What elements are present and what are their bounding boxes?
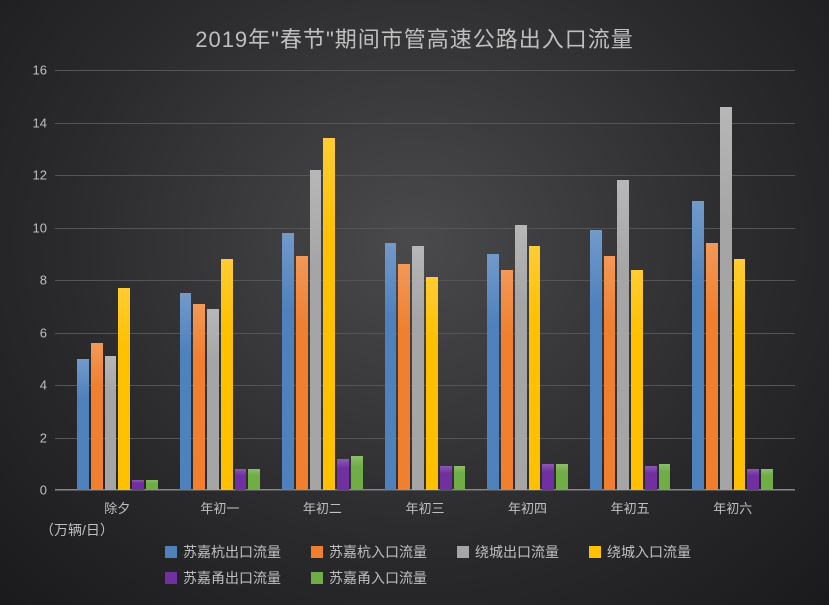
bar: [221, 259, 233, 490]
xtick-label: 年初四: [508, 498, 547, 517]
xtick-label: 年初五: [611, 498, 650, 517]
bar: [590, 230, 602, 490]
gridline: [55, 490, 795, 491]
ytick-label: 10: [33, 220, 47, 235]
gridline: [55, 385, 795, 386]
legend-item: 苏嘉甬出口流量: [165, 568, 281, 588]
legend-item: 绕城出口流量: [457, 542, 559, 562]
xtick-label: 年初二: [303, 498, 342, 517]
legend: 苏嘉杭出口流量 苏嘉杭入口流量 绕城出口流量 绕城入口流量苏嘉甬出口流量 苏嘉甬入口流量: [165, 542, 725, 588]
ytick-label: 12: [33, 168, 47, 183]
bar: [77, 359, 89, 490]
ytick-label: 0: [40, 483, 47, 498]
bar: [720, 107, 732, 490]
legend-swatch: [165, 546, 177, 558]
bar: [235, 469, 247, 490]
gridline: [55, 438, 795, 439]
gridline: [55, 123, 795, 124]
gridline: [55, 333, 795, 334]
bar: [146, 480, 158, 491]
legend-item: 苏嘉杭入口流量: [311, 542, 427, 562]
bar: [385, 243, 397, 490]
xtick-label: 年初一: [200, 498, 239, 517]
legend-label: 苏嘉杭入口流量: [329, 542, 427, 562]
bar: [282, 233, 294, 490]
bar: [542, 464, 554, 490]
legend-item: 苏嘉杭出口流量: [165, 542, 281, 562]
bar: [454, 466, 466, 490]
plot-area: 0246810121416除夕年初一年初二年初三年初四年初五年初六: [55, 70, 795, 490]
chart-title: 2019年"春节"期间市管高速公路出入口流量: [0, 22, 829, 54]
legend-label: 绕城出口流量: [475, 542, 559, 562]
bar: [631, 270, 643, 491]
legend-label: 苏嘉杭出口流量: [183, 542, 281, 562]
gridline: [55, 175, 795, 176]
legend-label: 苏嘉甬出口流量: [183, 568, 281, 588]
gridline: [55, 280, 795, 281]
legend-item: 绕城入口流量: [589, 542, 691, 562]
xtick-label: 年初六: [713, 498, 752, 517]
gridline: [55, 70, 795, 71]
bar: [529, 246, 541, 490]
bar: [556, 464, 568, 490]
bar: [426, 277, 438, 490]
bar: [132, 480, 144, 491]
ytick-label: 6: [40, 325, 47, 340]
bar: [323, 138, 335, 490]
bar: [734, 259, 746, 490]
xtick-label: 年初三: [405, 498, 444, 517]
bar: [118, 288, 130, 490]
ytick-label: 8: [40, 273, 47, 288]
bar: [105, 356, 117, 490]
unit-label: （万辆/日）: [40, 520, 114, 540]
bar: [337, 459, 349, 491]
bar: [310, 170, 322, 490]
xtick-label: 除夕: [104, 498, 130, 517]
bar: [398, 264, 410, 490]
legend-label: 苏嘉甬入口流量: [329, 568, 427, 588]
legend-swatch: [311, 572, 323, 584]
legend-swatch: [589, 546, 601, 558]
legend-item: 苏嘉甬入口流量: [311, 568, 427, 588]
ytick-label: 14: [33, 115, 47, 130]
legend-swatch: [165, 572, 177, 584]
bar: [659, 464, 671, 490]
legend-label: 绕城入口流量: [607, 542, 691, 562]
bar: [440, 466, 452, 490]
ytick-label: 16: [33, 63, 47, 78]
legend-swatch: [457, 546, 469, 558]
bar: [761, 469, 773, 490]
bar: [617, 180, 629, 490]
bar: [351, 456, 363, 490]
bar: [487, 254, 499, 490]
ytick-label: 2: [40, 430, 47, 445]
bar: [604, 256, 616, 490]
bar: [692, 201, 704, 490]
bar: [193, 304, 205, 490]
bar: [296, 256, 308, 490]
bar: [412, 246, 424, 490]
bar: [501, 270, 513, 491]
bar: [747, 469, 759, 490]
gridline: [55, 228, 795, 229]
bar: [180, 293, 192, 490]
bar: [706, 243, 718, 490]
bar: [515, 225, 527, 490]
bar: [207, 309, 219, 490]
bar: [248, 469, 260, 490]
legend-swatch: [311, 546, 323, 558]
bar: [91, 343, 103, 490]
bar: [645, 466, 657, 490]
ytick-label: 4: [40, 378, 47, 393]
